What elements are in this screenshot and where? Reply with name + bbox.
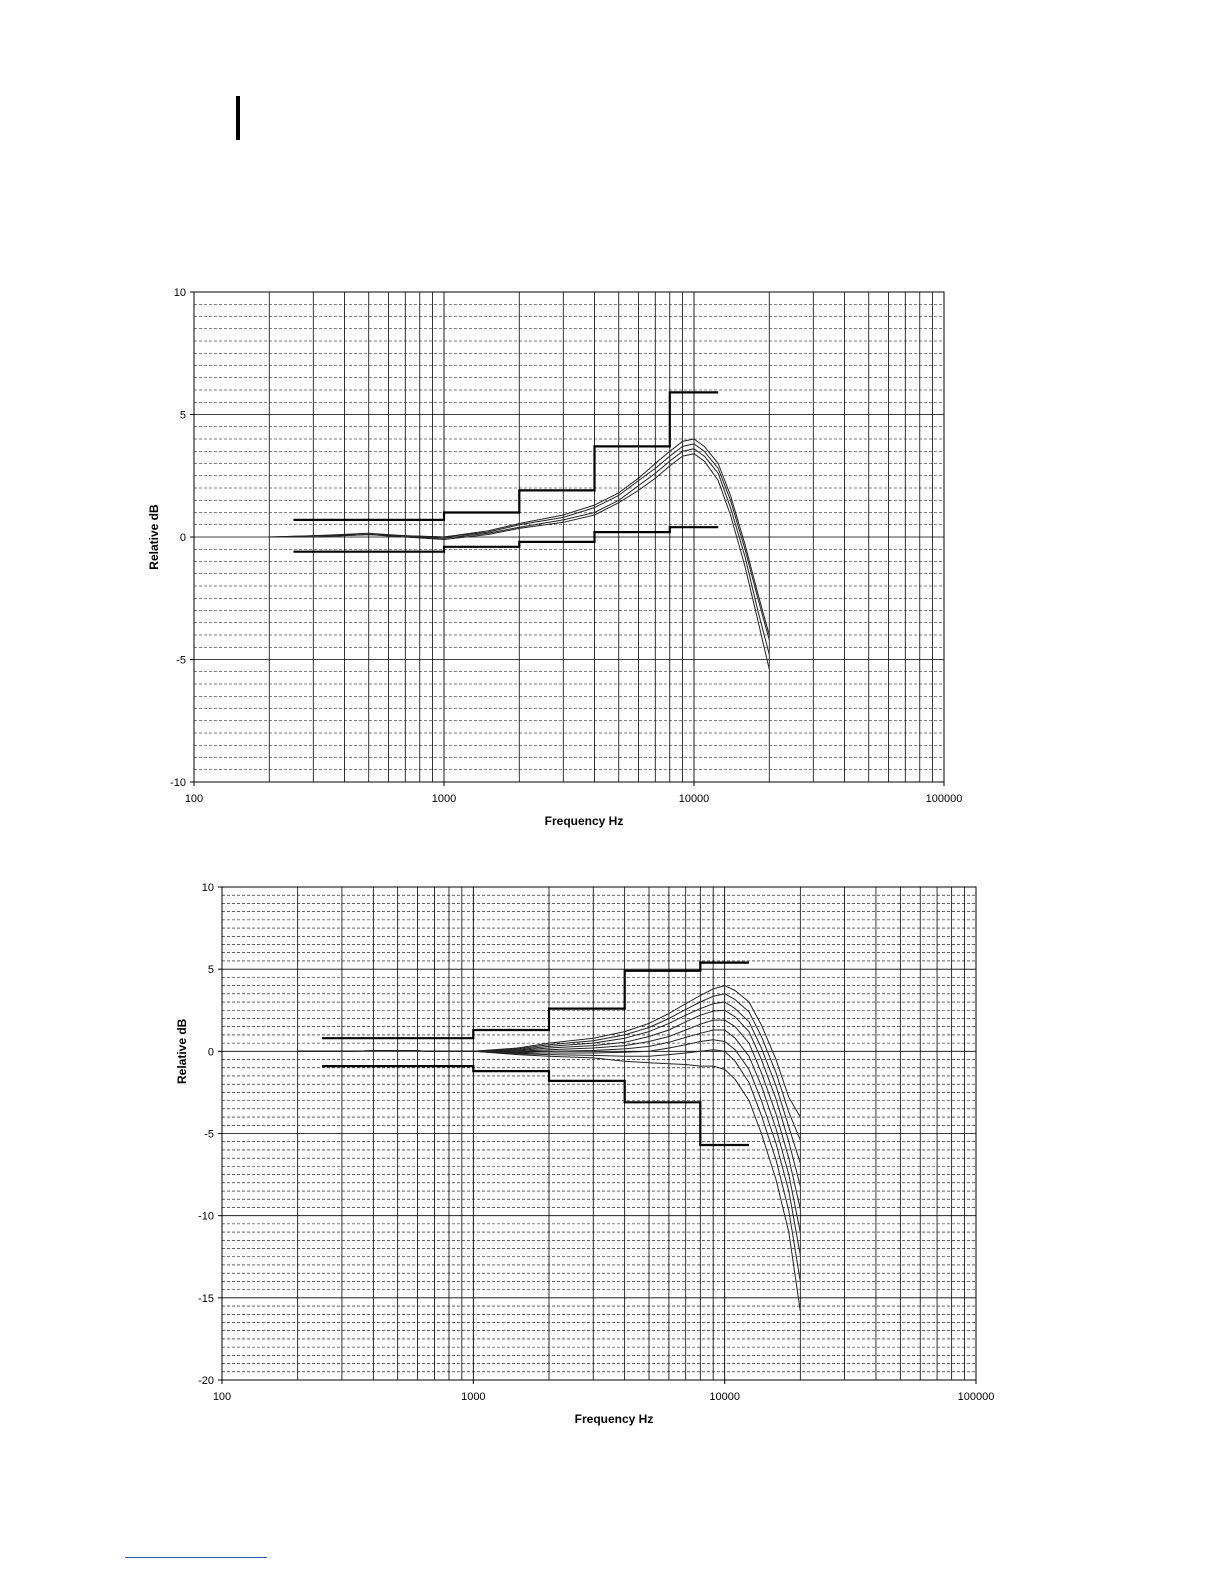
- y-tick-label: -15: [198, 1293, 214, 1305]
- y-tick-label: 5: [180, 410, 186, 422]
- upper-tolerance-line: [293, 391, 719, 521]
- upper-tolerance-line: [322, 961, 749, 1040]
- x-tick-label: 100: [185, 793, 203, 805]
- x-axis: 100 1000 10000 100000: [185, 782, 963, 805]
- y-tick-label: 5: [208, 964, 214, 976]
- lower-tolerance-line: [322, 1065, 749, 1147]
- x-axis-title: Frequency Hz: [545, 814, 624, 828]
- footnote-separator: [125, 1557, 267, 1558]
- grid: [194, 292, 944, 782]
- response-curve-4: [269, 453, 770, 670]
- y-tick-label: -5: [176, 655, 186, 667]
- x-tick-label: 1000: [461, 1391, 485, 1403]
- y-tick-label: -10: [198, 1211, 214, 1223]
- x-axis: 100 1000 10000 100000: [213, 1380, 995, 1403]
- y-axis: -10 -5 0 5 10: [170, 287, 194, 789]
- lower-tolerance-line: [293, 526, 719, 553]
- limit-lines: [322, 961, 749, 1147]
- y-tick-label: -10: [170, 777, 186, 789]
- series-group: [269, 438, 770, 670]
- y-tick-label: -5: [204, 1129, 214, 1141]
- change-bar: [236, 96, 240, 140]
- y-axis-title: Relative dB: [175, 1018, 189, 1084]
- y-tick-label: 10: [202, 882, 214, 894]
- frequency-response-chart-1: -10 -5 0 5 10 100 1000 10000 100000 Frequency Hz R…: [147, 287, 963, 828]
- x-axis-title: Frequency Hz: [575, 1412, 654, 1426]
- x-tick-label: 10000: [709, 1391, 740, 1403]
- x-tick-label: 100: [213, 1391, 231, 1403]
- y-tick-label: -20: [198, 1375, 214, 1387]
- x-tick-label: 1000: [432, 793, 456, 805]
- y-axis: -20 -15 -10 -5 0 5 10: [198, 882, 222, 1387]
- frequency-response-chart-2: -20 -15 -10 -5 0 5 10 100 1000 10000 100000 Frequen…: [175, 882, 995, 1426]
- y-tick-label: 10: [174, 287, 186, 299]
- y-tick-label: 0: [208, 1046, 214, 1058]
- x-tick-label: 100000: [926, 793, 963, 805]
- grid: [222, 887, 976, 1380]
- y-axis-title: Relative dB: [147, 504, 161, 570]
- x-tick-label: 10000: [679, 793, 710, 805]
- y-tick-label: 0: [180, 532, 186, 544]
- response-curve-9: [297, 1050, 801, 1312]
- limit-lines: [293, 391, 719, 553]
- series-group: [297, 985, 801, 1312]
- x-tick-label: 100000: [958, 1391, 995, 1403]
- response-curve-3: [269, 438, 770, 636]
